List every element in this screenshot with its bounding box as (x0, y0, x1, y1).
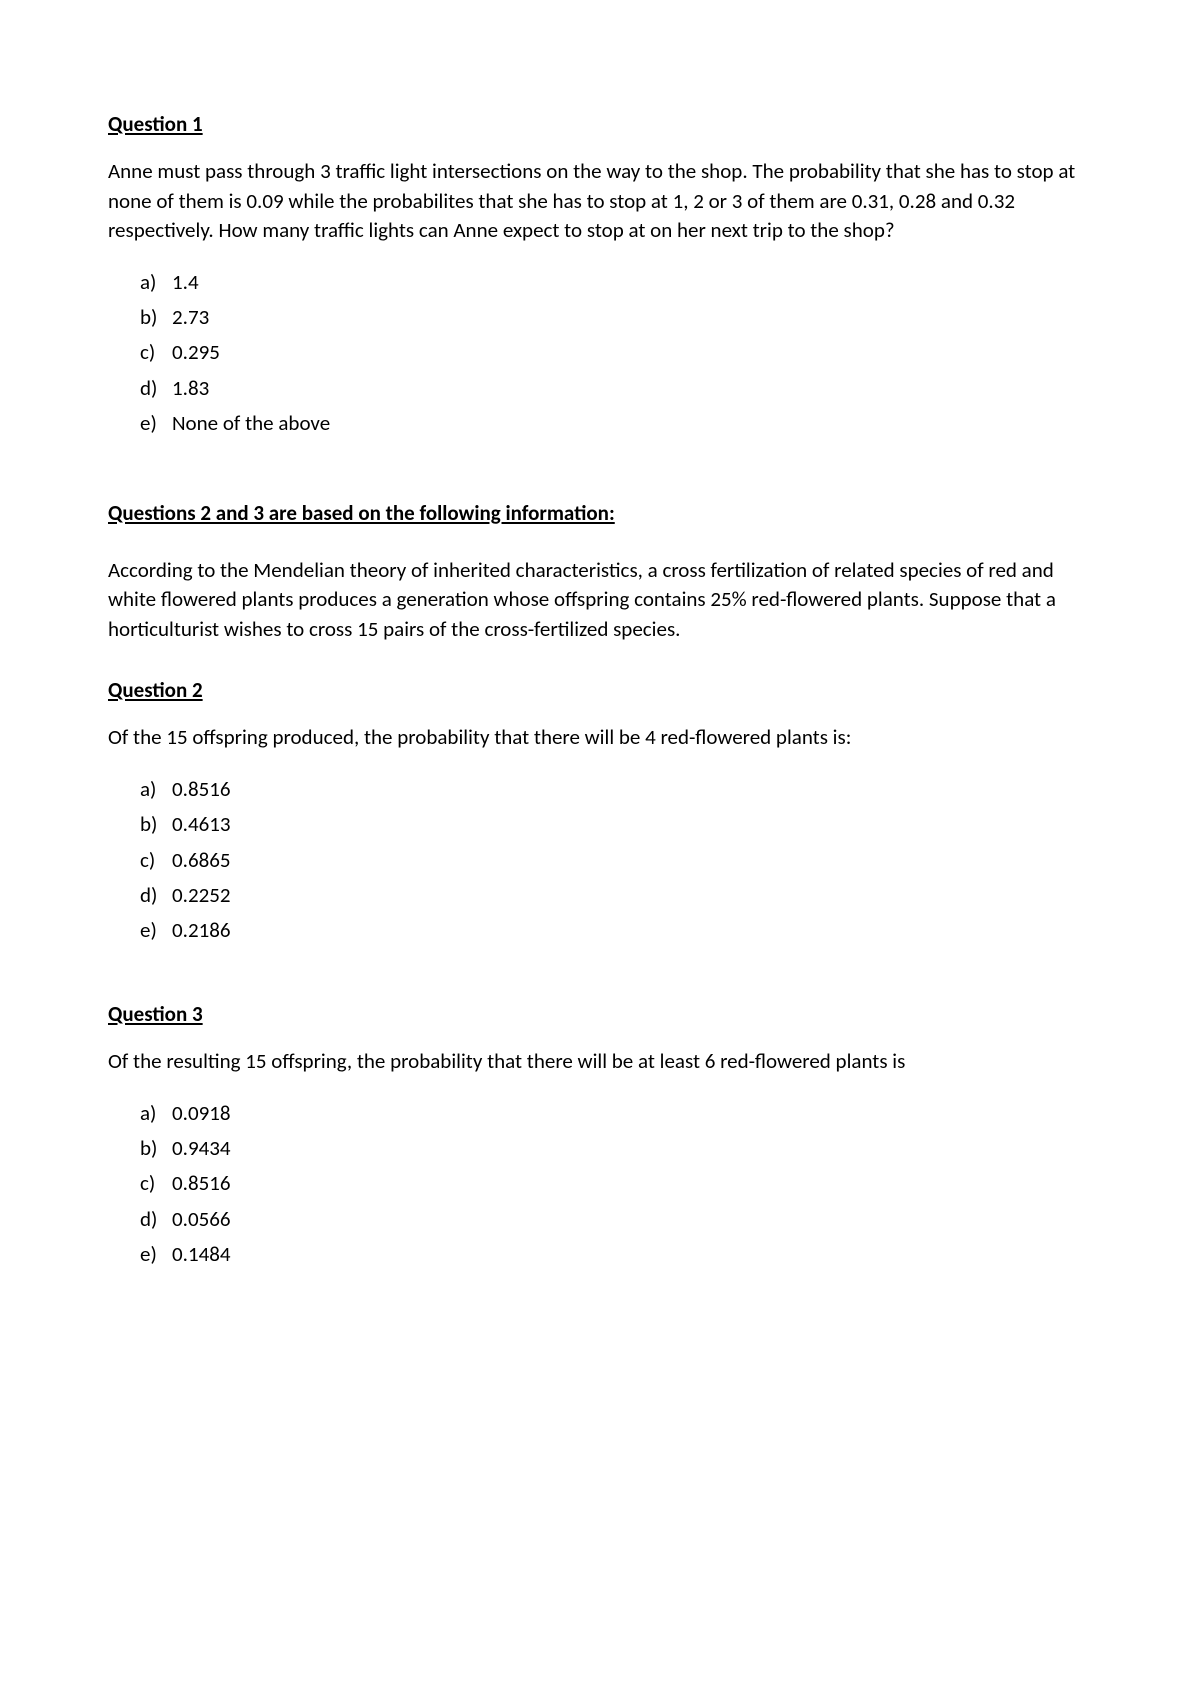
option-label: c) (140, 338, 172, 367)
question-2-block: Question 2 Of the 15 offspring produced,… (108, 676, 1092, 946)
option-label: c) (140, 846, 172, 875)
option-value: 0.0566 (172, 1206, 231, 1232)
list-item: e)None of the above (140, 409, 1092, 438)
option-value: 2.73 (172, 304, 209, 330)
option-label: a) (140, 775, 172, 804)
question-3-block: Question 3 Of the resulting 15 offspring… (108, 1000, 1092, 1270)
list-item: a)1.4 (140, 268, 1092, 297)
option-value: 1.4 (172, 269, 199, 295)
option-label: e) (140, 409, 172, 438)
list-item: d)0.2252 (140, 881, 1092, 910)
option-value: 0.2186 (172, 917, 231, 943)
question-1-text: Anne must pass through 3 traffic light i… (108, 157, 1092, 245)
option-label: b) (140, 303, 172, 332)
option-value: 0.1484 (172, 1241, 231, 1267)
option-label: b) (140, 1134, 172, 1163)
question-2-text: Of the 15 offspring produced, the probab… (108, 723, 1092, 752)
question-3-options: a)0.0918 b)0.9434 c)0.8516 d)0.0566 e)0.… (108, 1099, 1092, 1270)
question-1-block: Question 1 Anne must pass through 3 traf… (108, 110, 1092, 439)
option-value: 0.0918 (172, 1100, 231, 1126)
option-label: d) (140, 1205, 172, 1234)
list-item: a)0.0918 (140, 1099, 1092, 1128)
option-value: 0.8516 (172, 1170, 231, 1196)
question-3-heading: Question 3 (108, 1000, 1092, 1029)
list-item: c)0.6865 (140, 846, 1092, 875)
list-item: e)0.2186 (140, 916, 1092, 945)
question-3-text: Of the resulting 15 offspring, the proba… (108, 1047, 1092, 1076)
list-item: b)0.4613 (140, 810, 1092, 839)
list-item: a)0.8516 (140, 775, 1092, 804)
list-item: e)0.1484 (140, 1240, 1092, 1269)
list-item: b)0.9434 (140, 1134, 1092, 1163)
option-value: 0.2252 (172, 882, 231, 908)
list-item: d)0.0566 (140, 1205, 1092, 1234)
option-value: 0.295 (172, 339, 220, 365)
option-label: c) (140, 1169, 172, 1198)
option-value: 0.8516 (172, 776, 231, 802)
option-label: a) (140, 268, 172, 297)
question-1-options: a)1.4 b)2.73 c)0.295 d)1.83 e)None of th… (108, 268, 1092, 439)
question-1-heading: Question 1 (108, 110, 1092, 139)
option-value: 1.83 (172, 375, 209, 401)
option-label: d) (140, 374, 172, 403)
option-value: None of the above (172, 410, 330, 436)
section-2-3-heading: Questions 2 and 3 are based on the follo… (108, 499, 1092, 528)
option-value: 0.9434 (172, 1135, 231, 1161)
option-label: e) (140, 1240, 172, 1269)
option-label: b) (140, 810, 172, 839)
list-item: c)0.8516 (140, 1169, 1092, 1198)
section-2-3-block: Questions 2 and 3 are based on the follo… (108, 499, 1092, 645)
option-label: d) (140, 881, 172, 910)
question-2-options: a)0.8516 b)0.4613 c)0.6865 d)0.2252 e)0.… (108, 775, 1092, 946)
section-2-3-info: According to the Mendelian theory of inh… (108, 556, 1092, 644)
question-2-heading: Question 2 (108, 676, 1092, 705)
list-item: c)0.295 (140, 338, 1092, 367)
option-label: a) (140, 1099, 172, 1128)
option-value: 0.4613 (172, 811, 231, 837)
list-item: b)2.73 (140, 303, 1092, 332)
list-item: d)1.83 (140, 374, 1092, 403)
option-value: 0.6865 (172, 847, 231, 873)
option-label: e) (140, 916, 172, 945)
